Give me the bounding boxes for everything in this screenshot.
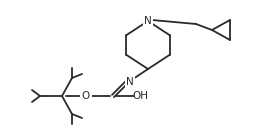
- Text: N: N: [144, 16, 151, 26]
- Text: O: O: [82, 91, 90, 101]
- Text: N: N: [126, 77, 133, 87]
- Text: OH: OH: [132, 91, 147, 101]
